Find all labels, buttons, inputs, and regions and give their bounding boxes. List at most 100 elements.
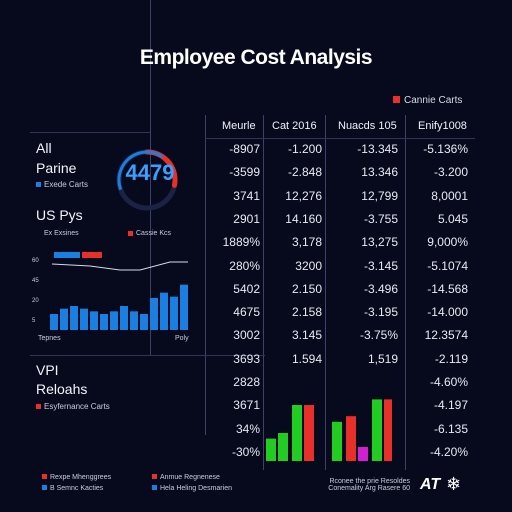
highlight-badge-blue [54,252,80,258]
table-cell: 1.594 [291,351,322,366]
table-cell: -3.195 [363,305,398,320]
legend-top-label: Cannie Carts [404,95,463,106]
panel-label-uspys: US Pys [36,207,83,223]
bar [60,308,68,330]
axis-bottom-left: Tepnes [38,335,61,342]
table-cell: 34% [235,421,260,436]
table-cell: 3002 [233,328,260,343]
legend-swatch [36,404,41,410]
table-cell: 12,799 [361,188,398,203]
header-col2: Cat 2016 [272,120,317,132]
legend-swatch [36,182,41,188]
table-cell: 13.346 [361,165,398,180]
table-cell: 3,178 [291,235,322,250]
footer-legend-label: Rexpe Mhenggrees [50,474,112,481]
header-col3: Nuacds 105 [338,120,397,132]
bar [120,306,128,330]
bar [170,296,178,330]
table-cell: 8,0001 [431,188,468,203]
table-cell: -3.75% [359,328,398,343]
blue-bar-chart: 60 45 20 5 [32,252,188,330]
trend-line [51,261,188,271]
bar [180,284,188,330]
divider-col2 [263,115,264,470]
table-cell: 3.145 [291,328,322,343]
table-cell: 2828 [233,375,260,389]
table-cell: 14.160 [285,211,322,226]
bar [266,438,276,461]
legend-top: Cannie Carts [393,95,462,106]
ring-value: 4479 [125,160,175,185]
bar [90,311,98,330]
legend-swatch [152,485,157,490]
table-cell: -4.197 [433,398,468,413]
header-col1: Meurle [222,120,256,132]
footer-legend-item: Anmue Regnenese [152,474,262,481]
footer-legend-item: B Semnc Kacties [42,485,152,492]
bar [130,311,138,330]
table-cell: 2.150 [291,281,322,296]
divider-col3 [325,115,326,470]
brand-logo: AT [420,476,441,493]
table-cell: -3599 [229,165,260,180]
bar [50,314,58,330]
table-cell: -3.145 [363,258,398,273]
bar [70,306,78,330]
table-cell: 12.3574 [424,328,468,343]
bar [100,314,108,330]
table-cell: 4675 [233,305,260,320]
table-cell: 1889% [222,235,260,250]
table-cell: 280% [229,258,260,273]
y-tick-label: 45 [32,278,39,284]
legend-swatch [393,96,400,103]
legend-swatch [152,474,157,479]
bar [346,416,356,461]
y-tick-label: 20 [32,298,39,304]
left-panel-rule-2 [30,355,265,356]
table-cell: 13,275 [361,235,398,250]
left-panel-rule [30,132,150,133]
table-cell: -13.345 [357,142,398,156]
page-title: Employee Cost Analysis [139,46,373,69]
bar [332,421,342,461]
table-cell: 3693 [233,351,260,366]
footer-legend-label: B Semnc Kacties [50,485,104,492]
table-cell: 12,276 [285,188,322,203]
divider-left-mid [205,115,206,435]
footer-center-line1: Rconee the prie Resoldes [329,478,410,485]
table-cell: -6.135 [433,421,468,436]
footer-legend-item: Rexpe Mhenggrees [42,474,152,481]
bar [150,298,158,330]
footer-center: Rconee the prie Resoldes Conemality Arg … [305,478,410,492]
bar [80,308,88,330]
panel-legend-label: Exede Carts [44,180,89,189]
table-cell: -4.60% [429,375,468,389]
table-cell: 1,519 [367,351,398,366]
bar [278,433,288,461]
bar [372,399,382,461]
snowflake-icon: ❄ [446,474,462,494]
table-cell: 3671 [233,398,260,413]
panel-label-parine: Parine [36,160,77,176]
bar [160,292,168,330]
table-cell: -8907 [229,142,260,156]
bar [358,447,368,461]
table-cell: -3.755 [363,211,398,226]
table-cell: 9,000% [427,235,468,250]
table-cell: 5402 [233,281,260,296]
table-cell: -30% [231,444,260,459]
mini-legend-right-label: Cassie Kcs [136,230,172,237]
lower-legend-label: Esyfernance Carts [44,402,110,411]
legend-swatch [42,474,47,479]
divider-left-top [150,0,151,355]
table-cell: -2.848 [287,165,322,180]
footer-legend-label: Anmue Regnenese [160,474,220,481]
bar [304,405,314,461]
green-red-bar-chart [266,399,392,461]
divider-col4 [405,115,406,470]
table-cell: -3.496 [363,281,398,296]
legend-swatch [42,485,47,490]
highlight-badge [82,252,102,258]
panel-label-vpi: VPI [36,362,59,378]
legend-swatch [128,230,133,236]
